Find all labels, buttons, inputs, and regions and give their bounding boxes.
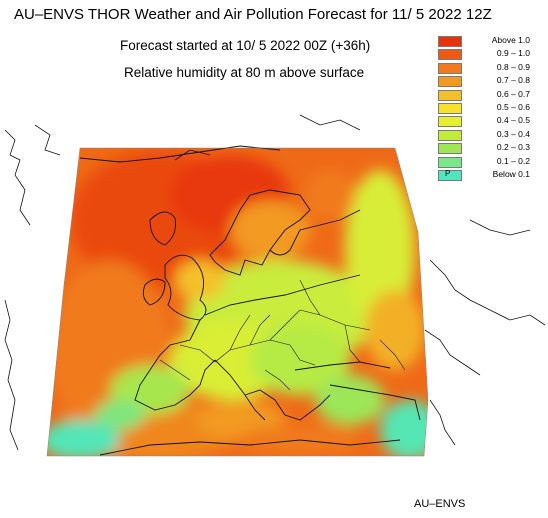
domain-outline xyxy=(46,147,429,457)
legend-row: 0.9 – 1.0 xyxy=(438,48,548,61)
humidity-map xyxy=(4,114,546,457)
legend-label: Below 0.1 xyxy=(492,169,530,179)
legend-label: 0.5 – 0.6 xyxy=(496,102,530,112)
legend-row: 0.2 – 0.3 xyxy=(438,142,548,155)
legend-label: 0.6 – 0.7 xyxy=(496,88,530,99)
brand-label: AU–ENVS xyxy=(414,498,466,510)
humidity-field xyxy=(47,148,428,456)
legend-label: 0.2 – 0.3 xyxy=(496,142,530,153)
legend-swatch xyxy=(438,156,462,168)
legend-swatch: P xyxy=(438,169,462,181)
legend-swatch xyxy=(438,76,462,88)
legend-swatch xyxy=(438,103,462,114)
legend-label: 0.3 – 0.4 xyxy=(496,128,530,139)
map-title: AU–ENVS THOR Weather and Air Pollution F… xyxy=(14,6,492,23)
legend-row: 0.6 – 0.7 xyxy=(438,88,548,102)
legend-marker: P xyxy=(445,169,451,178)
legend-swatch xyxy=(438,62,462,74)
variable-label: Relative humidity at 80 m above surface xyxy=(124,65,365,80)
legend-row: 0.1 – 0.2 xyxy=(438,155,548,169)
legend-label: 0.1 – 0.2 xyxy=(496,155,530,166)
borders xyxy=(159,279,406,391)
legend-label: 0.8 – 0.9 xyxy=(496,61,530,72)
legend-swatch xyxy=(438,143,462,155)
legend-swatch xyxy=(438,89,462,101)
legend-row: 0.4 – 0.5 xyxy=(438,115,548,128)
legend-label: Above 1.0 xyxy=(491,35,530,45)
legend-row: 0.3 – 0.4 xyxy=(438,128,548,142)
legend-swatch xyxy=(438,36,462,47)
legend-label: 0.7 – 0.8 xyxy=(496,75,530,86)
legend-row: 0.7 – 0.8 xyxy=(438,75,548,88)
legend-swatch xyxy=(438,49,462,61)
outer-coastlines xyxy=(4,114,546,451)
legend-row: Above 1.0 xyxy=(438,35,548,48)
legend-label: 0.9 – 1.0 xyxy=(496,48,530,59)
legend-row: 0.5 – 0.6 xyxy=(438,102,548,115)
legend-swatch xyxy=(438,129,462,141)
legend-swatch xyxy=(438,116,462,128)
forecast-start-label: Forecast started at 10/ 5 2022 00Z (+36h… xyxy=(120,38,371,53)
legend-row: 0.8 – 0.9 xyxy=(438,61,548,75)
legend-label: 0.4 – 0.5 xyxy=(496,115,530,126)
coastlines xyxy=(79,145,421,456)
legend-row: P Below 0.1 xyxy=(438,169,548,182)
